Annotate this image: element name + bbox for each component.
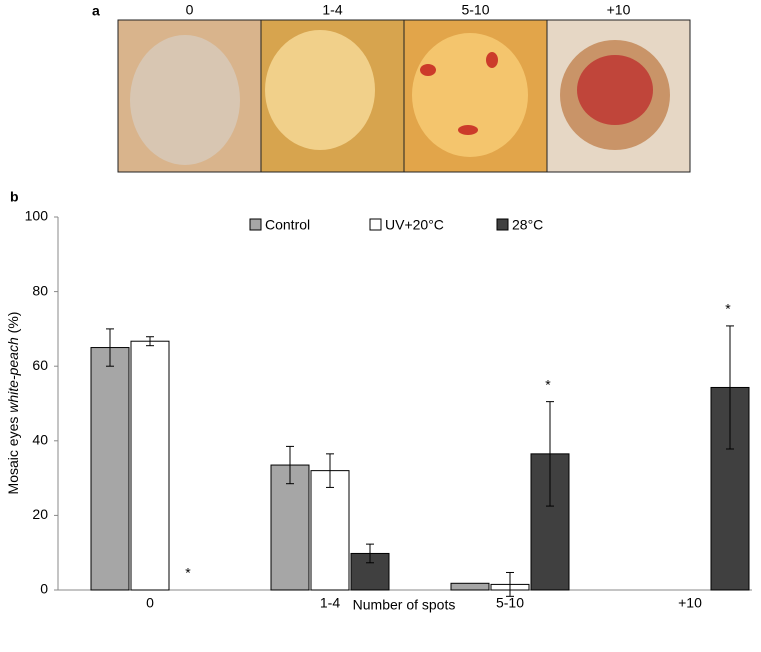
photo-label: 5-10 <box>461 2 489 18</box>
y-tick-label: 40 <box>32 432 48 448</box>
y-tick-label: 20 <box>32 506 48 522</box>
x-tick-label: 5-10 <box>496 595 524 611</box>
y-axis-label: Mosaic eyes white-peach (%) <box>5 312 21 495</box>
y-label-part: (%) <box>5 312 21 338</box>
legend-swatch <box>496 218 509 231</box>
significance-mark: * <box>185 565 191 581</box>
eye <box>265 30 375 150</box>
eye <box>412 33 528 157</box>
y-label-part: white-peach <box>5 337 21 413</box>
photo-label: 0 <box>186 2 194 18</box>
legend-swatch <box>249 218 262 231</box>
x-tick-label: 0 <box>146 595 154 611</box>
panel-letter: b <box>10 189 19 205</box>
significance-mark: * <box>545 376 551 392</box>
y-tick-label: 60 <box>32 357 48 373</box>
legend-label: Control <box>265 217 310 233</box>
spot <box>577 55 653 125</box>
spot <box>486 52 498 68</box>
legend-label: 28°C <box>512 217 543 233</box>
y-tick-label: 80 <box>32 282 48 298</box>
spot <box>458 125 478 135</box>
photo-label: 1-4 <box>322 2 342 18</box>
y-label-part: Mosaic eyes <box>5 413 21 495</box>
bar <box>90 347 130 591</box>
spot <box>420 64 436 76</box>
bar <box>270 464 310 591</box>
significance-mark: * <box>725 301 731 317</box>
photo-label: +10 <box>607 2 631 18</box>
legend-swatch <box>369 218 382 231</box>
x-tick-label: 1-4 <box>320 595 340 611</box>
x-axis-label: Number of spots <box>353 597 456 613</box>
legend-label: UV+20°C <box>385 217 444 233</box>
photo-panel <box>117 19 691 173</box>
bar <box>130 340 170 591</box>
panel-letter: a <box>92 3 100 19</box>
bar <box>310 470 350 591</box>
eye <box>130 35 240 165</box>
bar <box>450 582 490 591</box>
y-tick-label: 100 <box>25 208 49 224</box>
x-tick-label: +10 <box>678 595 702 611</box>
y-tick-label: 0 <box>40 581 48 597</box>
